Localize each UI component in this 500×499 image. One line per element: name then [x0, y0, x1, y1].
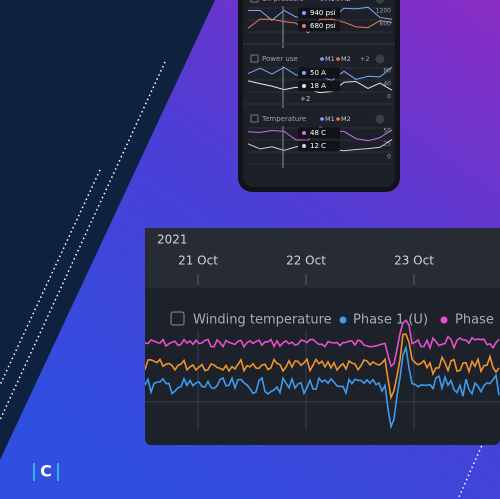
- axis-label: 25: [383, 141, 391, 148]
- checkbox: [250, 54, 259, 63]
- legend-title: Winding temperature: [193, 313, 332, 328]
- legend-dot: [336, 57, 340, 61]
- year: 2021: [157, 233, 188, 247]
- legend-dot: [320, 0, 324, 1]
- panel-header: [145, 228, 500, 288]
- legend-label: M1: [325, 115, 335, 123]
- legend-dot: [320, 57, 324, 61]
- logo-letter: C: [40, 462, 52, 481]
- legend-label: M2: [341, 55, 351, 63]
- value-dot: [302, 131, 306, 135]
- legend-label: Phase 1 (U): [353, 313, 428, 328]
- series-line: [247, 18, 393, 34]
- value-label: 680 psi: [310, 22, 336, 30]
- axis-label: 50: [383, 128, 391, 135]
- value-chip: [298, 20, 340, 32]
- legend-more: +2: [360, 55, 370, 63]
- axis-label: 0: [387, 154, 391, 161]
- value-dot: [302, 24, 306, 28]
- value-chip: [298, 140, 340, 152]
- legend-dot: [336, 117, 340, 121]
- date-label: 23 Oct: [394, 254, 434, 268]
- axis-label: 80: [383, 68, 391, 75]
- value-label: 12 C: [310, 142, 326, 150]
- value-dot: [302, 84, 306, 88]
- value-chip: [298, 80, 340, 92]
- axis-label: 1200: [376, 8, 391, 15]
- value-chip: [298, 7, 340, 19]
- axis-label: 40: [383, 81, 391, 88]
- value-dot: [302, 11, 306, 15]
- legend-dot: [320, 117, 324, 121]
- dark-band: [0, 0, 215, 460]
- more-label: +2: [300, 95, 310, 103]
- legend-label: M2: [341, 0, 351, 3]
- date-label: 21 Oct: [178, 254, 218, 268]
- value-label: 940 psi: [310, 9, 336, 17]
- plot: [145, 319, 500, 430]
- value-dot: [302, 71, 306, 75]
- series-line: [247, 80, 393, 94]
- logo: [33, 463, 59, 481]
- arrow-button: [375, 54, 385, 64]
- value-dot: [302, 144, 306, 148]
- value-chip: [298, 67, 340, 79]
- legend-label: M1: [325, 0, 335, 3]
- date-label: 22 Oct: [286, 254, 326, 268]
- checkbox: [250, 114, 259, 123]
- value-label: 50 A: [310, 69, 326, 77]
- legend-label: Phase: [455, 313, 494, 328]
- legend-label: M1: [325, 55, 335, 63]
- panel-title: Oil pressure: [262, 0, 304, 3]
- series-line: [145, 319, 500, 368]
- legend-dot: [336, 0, 340, 1]
- series-line: [145, 344, 500, 430]
- legend-label: M2: [341, 115, 351, 123]
- series-line: [145, 333, 500, 401]
- legend-dot: [440, 316, 448, 324]
- value-label: 48 C: [310, 129, 326, 137]
- dotted-line: [457, 404, 500, 499]
- legend-dot: [339, 316, 347, 324]
- value-chip: [298, 127, 340, 139]
- axis-label: 0: [387, 94, 391, 101]
- chart-icon: [170, 311, 185, 326]
- axis-label: 600: [380, 21, 392, 28]
- arrow-button: [375, 0, 385, 4]
- panel-title: Temperature: [261, 115, 306, 123]
- arrow-button: [375, 114, 385, 124]
- series-line: [247, 126, 393, 142]
- checkbox: [250, 0, 259, 3]
- value-label: 18 A: [310, 82, 326, 90]
- panel-title: Power use: [262, 55, 298, 63]
